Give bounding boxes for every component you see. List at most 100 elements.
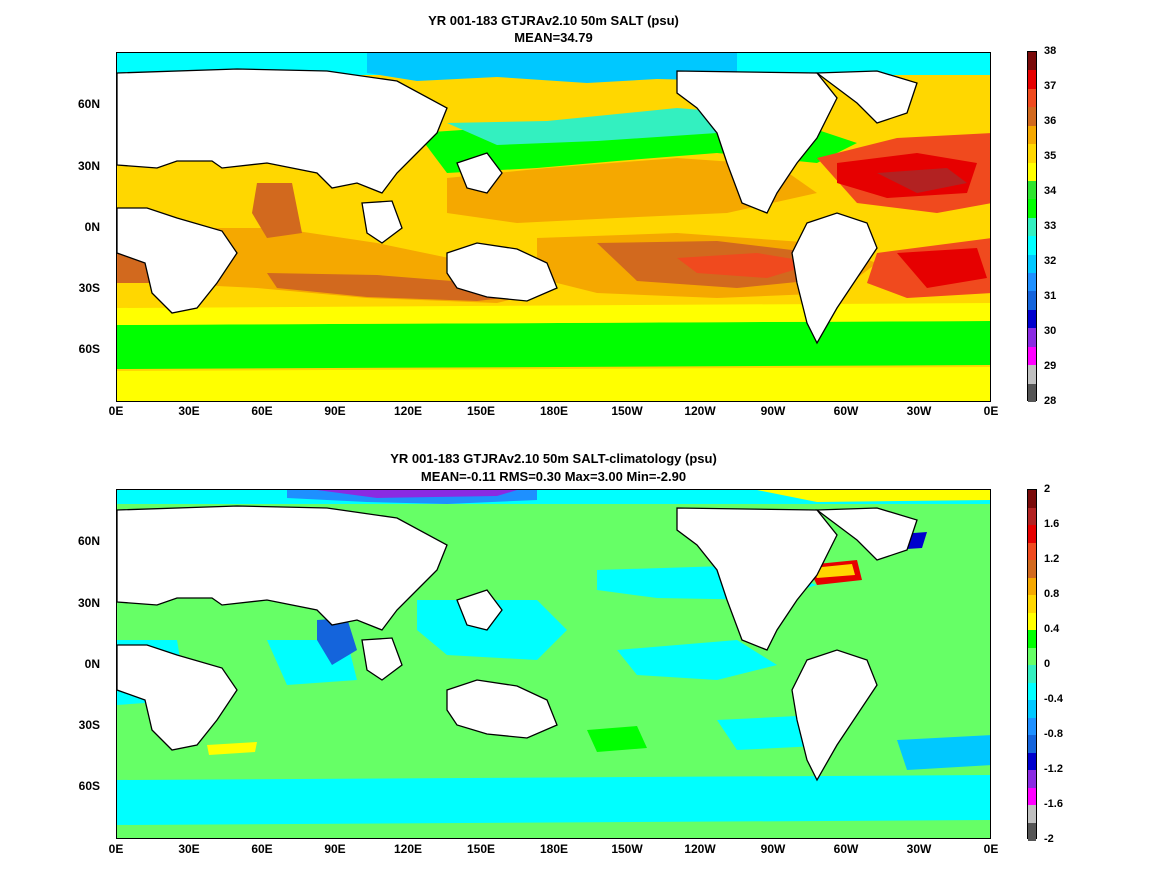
colorbar-label: 36 (1044, 115, 1057, 127)
panel2-map (116, 489, 991, 839)
panel1-map-canvas (117, 53, 990, 401)
panel2-ytick: 0N (84, 657, 100, 671)
panel2-xtick: 90W (760, 842, 786, 856)
panel2-xtick: 60E (251, 842, 273, 856)
panel1-xtick: 180E (539, 404, 569, 418)
colorbar-segment (1028, 490, 1036, 508)
colorbar-segment (1028, 612, 1036, 631)
panel1-ytick: 30S (78, 281, 100, 295)
panel1-xtick: 60W (833, 404, 859, 418)
colorbar-segment (1028, 88, 1036, 108)
panel2-ytick: 30N (77, 596, 100, 610)
colorbar-segment (1028, 346, 1036, 366)
colorbar-segment (1028, 217, 1036, 237)
panel1-xtick: 90E (324, 404, 346, 418)
colorbar-segment (1028, 365, 1036, 385)
colorbar-segment (1028, 735, 1036, 753)
colorbar-segment (1028, 665, 1036, 683)
colorbar-label: -0.4 (1044, 693, 1063, 705)
panel2-ytick: 60N (77, 534, 100, 548)
colorbar-segment (1028, 309, 1036, 329)
colorbar-segment (1028, 180, 1036, 200)
panel1-xtick: 150W (611, 404, 643, 418)
colorbar-segment (1028, 273, 1036, 292)
panel1-xtick: 120W (684, 404, 716, 418)
colorbar-segment (1028, 254, 1036, 274)
colorbar-segment (1028, 236, 1036, 256)
panel2-xtick: 90E (324, 842, 346, 856)
panel2-title-line2: MEAN=-0.11 RMS=0.30 Max=3.00 Min=-2.90 (420, 469, 687, 484)
colorbar-segment (1028, 291, 1036, 311)
panel2-xtick: 30W (906, 842, 932, 856)
colorbar-segment (1028, 560, 1036, 578)
colorbar-segment (1028, 595, 1036, 613)
panel2-colorbar (1027, 489, 1037, 841)
colorbar-label: 34 (1044, 185, 1057, 197)
panel2-xtick: 150E (466, 842, 496, 856)
panel2-xtick: 180E (539, 842, 569, 856)
colorbar-label: -1.2 (1044, 763, 1063, 775)
colorbar-segment (1028, 682, 1036, 701)
panel2-xtick: 60W (833, 842, 859, 856)
panel2-xtick: 120E (393, 842, 423, 856)
panel2-xtick: 120W (684, 842, 716, 856)
colorbar-segment (1028, 52, 1036, 71)
colorbar-segment (1028, 700, 1036, 718)
panel2-title-line1: YR 001-183 GTJRAv2.10 50m SALT-climatolo… (390, 451, 717, 466)
panel1-xtick: 150E (466, 404, 496, 418)
colorbar-label: 1.6 (1044, 518, 1060, 530)
colorbar-segment (1028, 328, 1036, 348)
colorbar-label: 37 (1044, 80, 1057, 92)
panel1-map (116, 52, 991, 402)
panel1-colorbar (1027, 51, 1037, 403)
colorbar-label: 0.4 (1044, 623, 1060, 635)
colorbar-segment (1028, 525, 1036, 543)
colorbar-segment (1028, 199, 1036, 219)
colorbar-label: 32 (1044, 255, 1057, 267)
colorbar-label: 28 (1044, 395, 1057, 407)
colorbar-segment (1028, 125, 1036, 145)
colorbar-label: -0.8 (1044, 728, 1063, 740)
panel2-xtick: 0E (983, 842, 999, 856)
colorbar-segment (1028, 752, 1036, 771)
panel1-xtick: 90W (760, 404, 786, 418)
colorbar-segment (1028, 162, 1036, 182)
panel2-xtick: 0E (108, 842, 124, 856)
panel1-title-line2: MEAN=34.79 (514, 30, 593, 45)
colorbar-segment (1028, 630, 1036, 648)
colorbar-segment (1028, 770, 1036, 788)
colorbar-label: 29 (1044, 360, 1057, 372)
panel1-xtick: 0E (983, 404, 999, 418)
colorbar-segment (1028, 383, 1036, 403)
panel1-xtick: 30E (178, 404, 200, 418)
colorbar-segment (1028, 787, 1036, 806)
colorbar-label: 0 (1044, 658, 1051, 670)
colorbar-label: 2 (1044, 483, 1051, 495)
colorbar-label: -1.6 (1044, 798, 1063, 810)
colorbar-label: 31 (1044, 290, 1057, 302)
colorbar-segment (1028, 647, 1036, 666)
panel1-title-line1: YR 001-183 GTJRAv2.10 50m SALT (psu) (428, 13, 679, 28)
panel1-xtick: 30W (906, 404, 932, 418)
colorbar-segment (1028, 107, 1036, 127)
panel1-xtick: 120E (393, 404, 423, 418)
colorbar-label: -2 (1044, 833, 1054, 845)
panel2-ytick: 30S (78, 718, 100, 732)
colorbar-label: 38 (1044, 45, 1057, 57)
colorbar-segment (1028, 822, 1036, 841)
panel1-ytick: 0N (84, 220, 100, 234)
panel1-ytick: 60N (77, 97, 100, 111)
colorbar-segment (1028, 542, 1036, 561)
panel2-xtick: 150W (611, 842, 643, 856)
colorbar-label: 33 (1044, 220, 1057, 232)
panel2-xtick: 30E (178, 842, 200, 856)
colorbar-segment (1028, 507, 1036, 526)
colorbar-segment (1028, 70, 1036, 90)
colorbar-label: 1.2 (1044, 553, 1060, 565)
panel1-xtick: 0E (108, 404, 124, 418)
panel1-ytick: 30N (77, 159, 100, 173)
colorbar-label: 30 (1044, 325, 1057, 337)
colorbar-segment (1028, 577, 1036, 596)
panel2-map-canvas (117, 490, 990, 838)
panel2-ytick: 60S (78, 779, 100, 793)
